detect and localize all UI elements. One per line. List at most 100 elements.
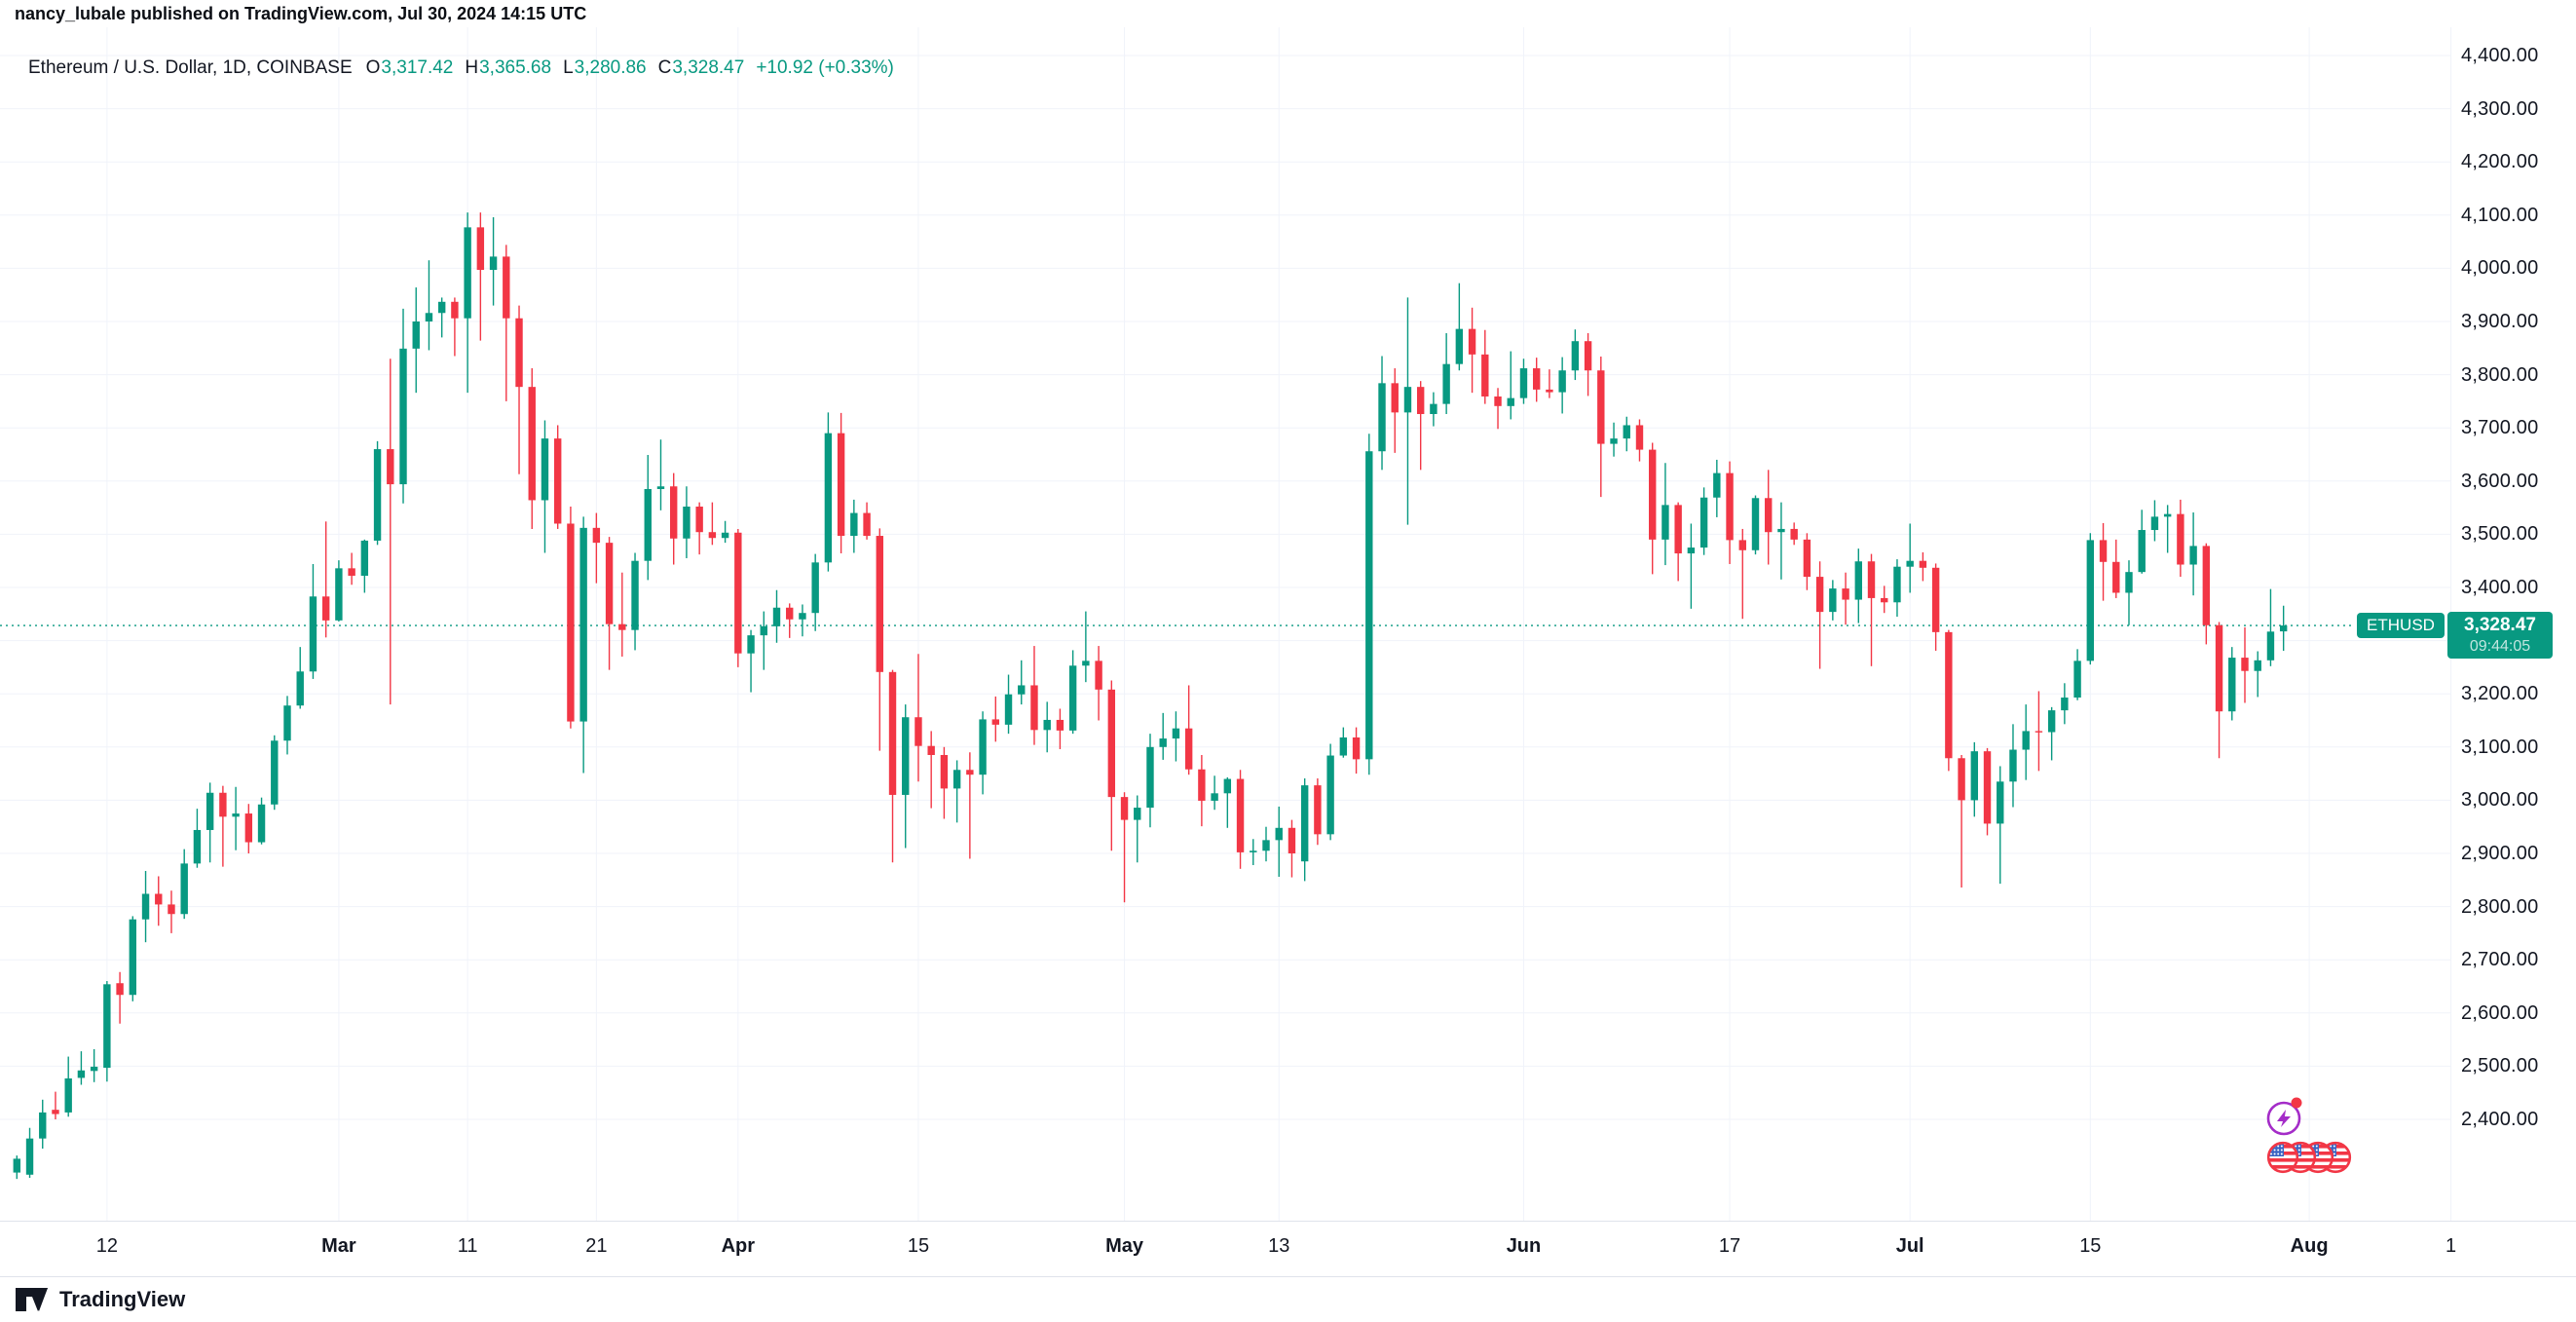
candle[interactable]	[927, 745, 935, 755]
candle[interactable]	[141, 893, 150, 920]
candle[interactable]	[503, 256, 510, 319]
candle[interactable]	[1134, 808, 1141, 820]
candle[interactable]	[1146, 746, 1154, 809]
candle[interactable]	[244, 813, 253, 843]
candle[interactable]	[52, 1110, 59, 1114]
candle[interactable]	[1777, 528, 1785, 533]
candle[interactable]	[1236, 778, 1245, 852]
candle[interactable]	[1430, 403, 1437, 415]
candle[interactable]	[2073, 661, 2081, 699]
candle[interactable]	[811, 562, 819, 614]
economic-event-flag-icon[interactable]	[2266, 1141, 2299, 1174]
candle[interactable]	[2099, 540, 2108, 562]
candle[interactable]	[1867, 561, 1876, 598]
candle[interactable]	[1455, 328, 1464, 364]
candle[interactable]	[2061, 698, 2069, 711]
candle[interactable]	[695, 507, 703, 533]
candle[interactable]	[553, 438, 562, 524]
candle[interactable]	[1172, 728, 1180, 739]
candle[interactable]	[1043, 719, 1051, 731]
candle[interactable]	[1365, 451, 1373, 760]
candle[interactable]	[1597, 370, 1605, 444]
candle[interactable]	[979, 719, 987, 775]
candle[interactable]	[1275, 827, 1283, 841]
candle[interactable]	[772, 607, 781, 626]
candle[interactable]	[902, 717, 910, 795]
candle[interactable]	[2254, 660, 2261, 671]
candle[interactable]	[1416, 387, 1425, 415]
candle[interactable]	[1107, 689, 1116, 798]
candle[interactable]	[1765, 498, 1773, 533]
candle[interactable]	[1018, 685, 1026, 695]
candle[interactable]	[232, 813, 240, 817]
candle[interactable]	[1854, 561, 1862, 600]
candle[interactable]	[1997, 781, 2004, 824]
candle[interactable]	[515, 318, 523, 388]
candle[interactable]	[2022, 731, 2030, 750]
candle[interactable]	[2266, 631, 2275, 661]
candle[interactable]	[116, 983, 124, 996]
candle[interactable]	[103, 984, 111, 1069]
candle[interactable]	[476, 227, 485, 271]
candle[interactable]	[1945, 631, 1953, 759]
candle[interactable]	[1352, 737, 1361, 760]
candle[interactable]	[2125, 572, 2133, 593]
time-axis[interactable]: 12 Mar 11 21 Apr 15 May 13 Jun 17 Jul 15 Aug 1	[0, 1222, 2576, 1276]
candle[interactable]	[1468, 328, 1476, 355]
idea-lightning-icon[interactable]	[2266, 1097, 2302, 1136]
candle[interactable]	[335, 568, 343, 621]
candle[interactable]	[1391, 383, 1399, 413]
candle[interactable]	[1184, 728, 1193, 770]
candle[interactable]	[1751, 498, 1760, 550]
candle[interactable]	[786, 607, 794, 620]
candle[interactable]	[1815, 577, 1824, 613]
candle[interactable]	[734, 532, 742, 654]
candle[interactable]	[2086, 540, 2095, 661]
candle[interactable]	[155, 893, 163, 905]
candle[interactable]	[1970, 751, 1979, 801]
candle[interactable]	[2279, 625, 2288, 632]
candle[interactable]	[464, 227, 471, 319]
candle[interactable]	[2189, 546, 2197, 565]
candle[interactable]	[2241, 658, 2249, 671]
candle[interactable]	[683, 507, 691, 539]
candle[interactable]	[2177, 513, 2184, 565]
candle[interactable]	[412, 321, 420, 349]
candle[interactable]	[1829, 588, 1837, 613]
candle[interactable]	[25, 1138, 34, 1175]
last-price-badge[interactable]: 3,328.47 09:44:05	[2447, 611, 2553, 659]
candle[interactable]	[915, 717, 922, 746]
candle[interactable]	[1250, 850, 1257, 852]
candle[interactable]	[888, 671, 897, 795]
candle[interactable]	[309, 596, 317, 672]
candle[interactable]	[451, 301, 459, 319]
candle[interactable]	[940, 754, 949, 789]
candle[interactable]	[1623, 425, 1630, 439]
candle[interactable]	[1030, 685, 1038, 731]
candle[interactable]	[348, 568, 355, 576]
candle[interactable]	[2215, 624, 2223, 712]
candle[interactable]	[631, 560, 639, 630]
candle[interactable]	[180, 863, 188, 915]
candle[interactable]	[1095, 661, 1102, 690]
candle[interactable]	[579, 527, 587, 722]
candle[interactable]	[283, 705, 291, 741]
candle[interactable]	[1610, 438, 1618, 444]
candle[interactable]	[567, 523, 575, 722]
candle[interactable]	[1082, 661, 1090, 666]
candle[interactable]	[1004, 694, 1013, 725]
candle[interactable]	[605, 543, 614, 624]
candle[interactable]	[1198, 769, 1206, 801]
candle[interactable]	[168, 904, 175, 915]
candle[interactable]	[541, 438, 549, 501]
candle[interactable]	[271, 740, 279, 805]
candle[interactable]	[90, 1066, 98, 1072]
candle[interactable]	[2047, 710, 2056, 733]
candle[interactable]	[1378, 383, 1386, 452]
candle[interactable]	[296, 671, 304, 706]
candle[interactable]	[205, 792, 214, 830]
candle[interactable]	[799, 613, 806, 620]
candle[interactable]	[966, 770, 974, 775]
tradingview-logo-icon[interactable]	[15, 1285, 50, 1314]
